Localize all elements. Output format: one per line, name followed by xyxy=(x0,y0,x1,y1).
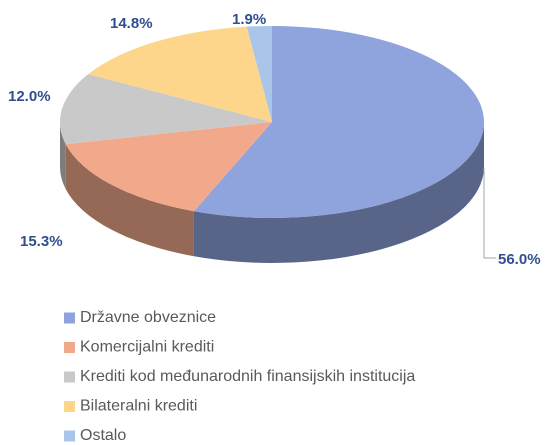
legend-swatch xyxy=(64,342,75,353)
slice xyxy=(59,74,272,145)
legend-label: Komercijalni krediti xyxy=(80,339,214,356)
slice-side xyxy=(60,122,66,190)
data-label: 15.3% xyxy=(20,233,63,250)
legend-label: Ostalo xyxy=(80,427,126,444)
data-label: 14.8% xyxy=(110,15,153,32)
data-label: 56.0% xyxy=(498,251,541,268)
data-labels: 56.0% 15.3% 12.0% 14.8% 1.9% xyxy=(8,11,541,268)
legend-label: Bilateralni krediti xyxy=(80,398,197,415)
legend-swatch xyxy=(64,401,75,412)
slice-side xyxy=(193,122,485,263)
legend-swatch xyxy=(64,312,75,324)
data-label: 12.0% xyxy=(8,88,51,105)
legend: Državne obveznice Komercijalni krediti Kre… xyxy=(64,309,415,444)
legend-swatch xyxy=(64,371,75,383)
slice xyxy=(65,122,272,212)
slice xyxy=(88,26,272,122)
slice xyxy=(246,26,272,122)
slice-side xyxy=(65,144,194,257)
slice xyxy=(193,26,485,218)
legend-label: Državne obveznice xyxy=(80,309,216,326)
legend-swatch xyxy=(64,430,75,442)
pie xyxy=(59,26,485,263)
legend-label: Krediti kod međunarodnih finansijskih in… xyxy=(80,368,415,385)
data-label: 1.9% xyxy=(232,11,266,28)
